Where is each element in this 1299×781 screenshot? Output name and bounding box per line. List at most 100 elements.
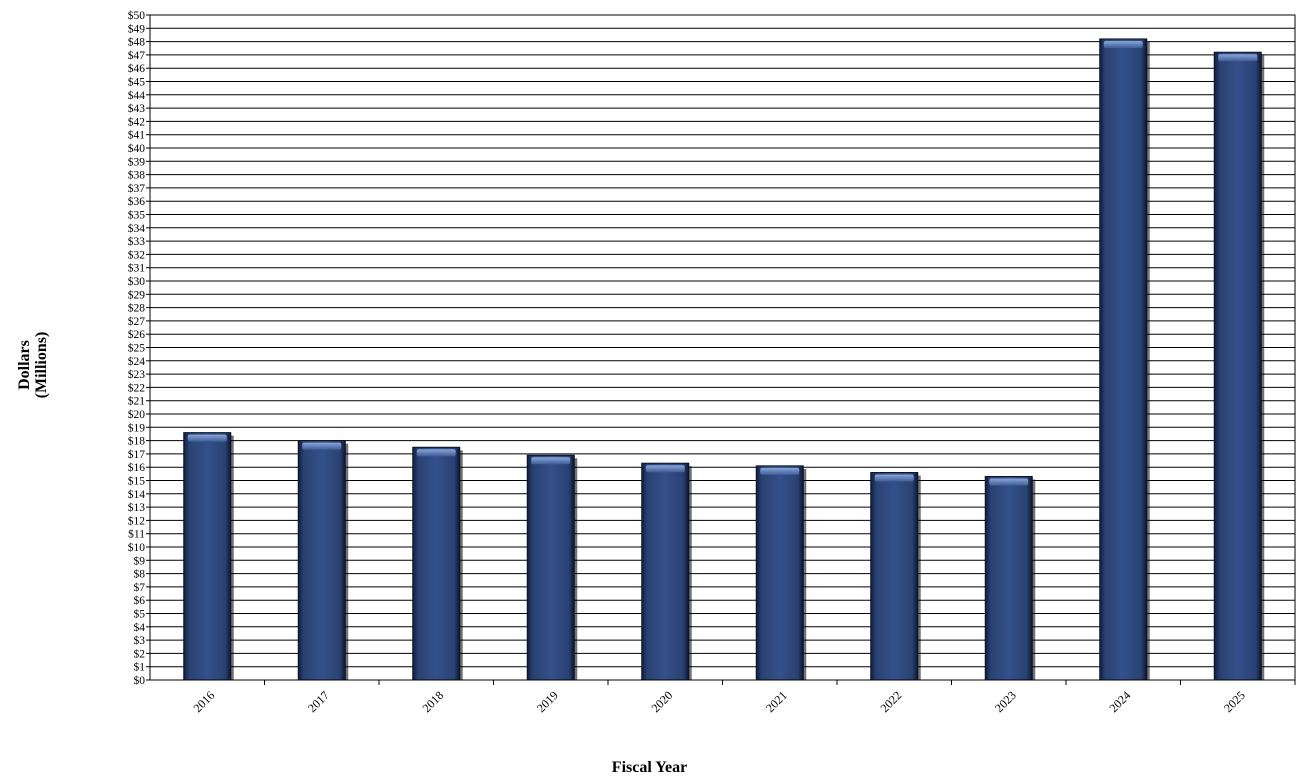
y-tick-label: $16 — [128, 461, 146, 474]
x-tick-label: 2025 — [1221, 688, 1248, 715]
y-tick-label: $17 — [128, 448, 146, 461]
bar — [297, 440, 346, 681]
y-tick-label: $12 — [128, 514, 146, 527]
y-tick-label: $14 — [128, 488, 146, 501]
bar-highlight — [187, 434, 227, 442]
bar — [412, 446, 461, 681]
y-tick-label: $4 — [134, 621, 146, 634]
y-tick-label: $5 — [134, 608, 146, 621]
bar — [1099, 38, 1148, 681]
y-tick-label: $37 — [128, 182, 146, 195]
y-tick-label: $28 — [128, 302, 146, 315]
y-tick-label: $15 — [128, 475, 146, 488]
y-tick-label: $0 — [134, 674, 146, 687]
y-tick-label: $10 — [128, 541, 146, 554]
y-tick-label: $43 — [128, 102, 146, 115]
bar — [1213, 51, 1262, 681]
x-axis-ticks: 2016 2017 2018 2019 2020 2021 2022 2023 2024 2025 — [191, 680, 1296, 715]
y-tick-label: $8 — [134, 568, 146, 581]
y-axis-ticks: $0$1$2$3$4$5$6$7$8$9$10$11$12$13$14$15$1… — [128, 9, 150, 687]
y-tick-label: $9 — [134, 554, 146, 567]
bar-highlight — [645, 465, 685, 473]
x-tick-label: 2023 — [992, 688, 1019, 715]
y-tick-label: $40 — [128, 142, 146, 155]
y-tick-label: $45 — [128, 76, 146, 89]
x-tick-label: 2017 — [305, 688, 332, 715]
y-axis-title-line-2: (Millions) — [33, 331, 50, 399]
y-tick-label: $24 — [128, 355, 146, 368]
bar-highlight — [1103, 40, 1143, 48]
bar-2022 — [870, 472, 921, 681]
y-tick-label: $42 — [128, 115, 146, 128]
y-tick-label: $13 — [128, 501, 146, 514]
bar-2019 — [526, 454, 578, 681]
x-tick-label: 2022 — [878, 688, 905, 715]
x-tick-label: 2021 — [763, 688, 790, 715]
x-axis-title: Fiscal Year — [611, 759, 688, 776]
bar — [641, 462, 690, 681]
bar — [984, 476, 1033, 681]
y-tick-label: $27 — [128, 315, 146, 328]
y-axis-title-line-1: Dollars — [16, 340, 33, 390]
bar-2017 — [297, 440, 349, 681]
bar-2023 — [984, 476, 1036, 681]
bar — [870, 472, 919, 681]
y-axis-title: Dollars (Millions) — [16, 332, 50, 399]
y-tick-label: $2 — [134, 647, 146, 660]
y-tick-label: $31 — [128, 262, 146, 275]
y-tick-label: $21 — [128, 395, 146, 408]
x-tick-label: 2019 — [534, 688, 561, 715]
y-tick-label: $39 — [128, 155, 146, 168]
y-tick-label: $3 — [134, 634, 146, 647]
y-tick-label: $32 — [128, 248, 146, 261]
y-tick-label: $46 — [128, 62, 146, 75]
plot-border — [149, 14, 1296, 681]
y-tick-label: $11 — [128, 528, 145, 541]
y-tick-label: $33 — [128, 235, 146, 248]
bar-2025 — [1213, 51, 1265, 681]
y-tick-label: $35 — [128, 209, 146, 222]
bar-2016 — [183, 432, 234, 681]
bar-highlight — [1218, 54, 1258, 62]
y-tick-label: $6 — [134, 594, 146, 607]
y-tick-label: $23 — [128, 368, 146, 381]
bar-2018 — [412, 446, 463, 681]
bar — [755, 465, 804, 681]
x-tick-label: 2020 — [649, 688, 676, 715]
y-tick-label: $22 — [128, 381, 146, 394]
bar — [183, 432, 232, 681]
y-tick-label: $44 — [128, 89, 146, 102]
bar-highlight — [531, 457, 571, 465]
y-tick-label: $49 — [128, 22, 146, 35]
bar-2021 — [755, 465, 807, 681]
x-tick-label: 2018 — [420, 688, 447, 715]
y-tick-label: $7 — [134, 581, 146, 594]
y-tick-label: $29 — [128, 288, 146, 301]
y-tick-label: $30 — [128, 275, 146, 288]
x-tick-label: 2024 — [1107, 688, 1134, 715]
y-tick-label: $18 — [128, 435, 146, 448]
bar-highlight — [302, 442, 342, 450]
bar-highlight — [760, 467, 800, 475]
x-tick-label: 2016 — [191, 688, 218, 715]
y-tick-label: $36 — [128, 195, 146, 208]
y-tick-label: $50 — [128, 9, 146, 22]
bars — [183, 38, 1265, 681]
y-tick-label: $20 — [128, 408, 146, 421]
bar-highlight — [989, 478, 1029, 486]
y-tick-label: $41 — [128, 129, 146, 142]
y-tick-label: $48 — [128, 36, 146, 49]
bar-highlight — [416, 449, 456, 457]
y-tick-label: $34 — [128, 222, 146, 235]
y-tick-label: $47 — [128, 49, 146, 62]
bar-2024 — [1099, 38, 1150, 681]
axes — [149, 14, 1296, 681]
bar-2020 — [641, 462, 692, 681]
y-tick-label: $38 — [128, 169, 146, 182]
y-tick-label: $1 — [134, 661, 146, 674]
y-tick-label: $26 — [128, 328, 146, 341]
bar — [526, 454, 575, 681]
y-tick-label: $19 — [128, 421, 146, 434]
y-tick-label: $25 — [128, 342, 146, 355]
